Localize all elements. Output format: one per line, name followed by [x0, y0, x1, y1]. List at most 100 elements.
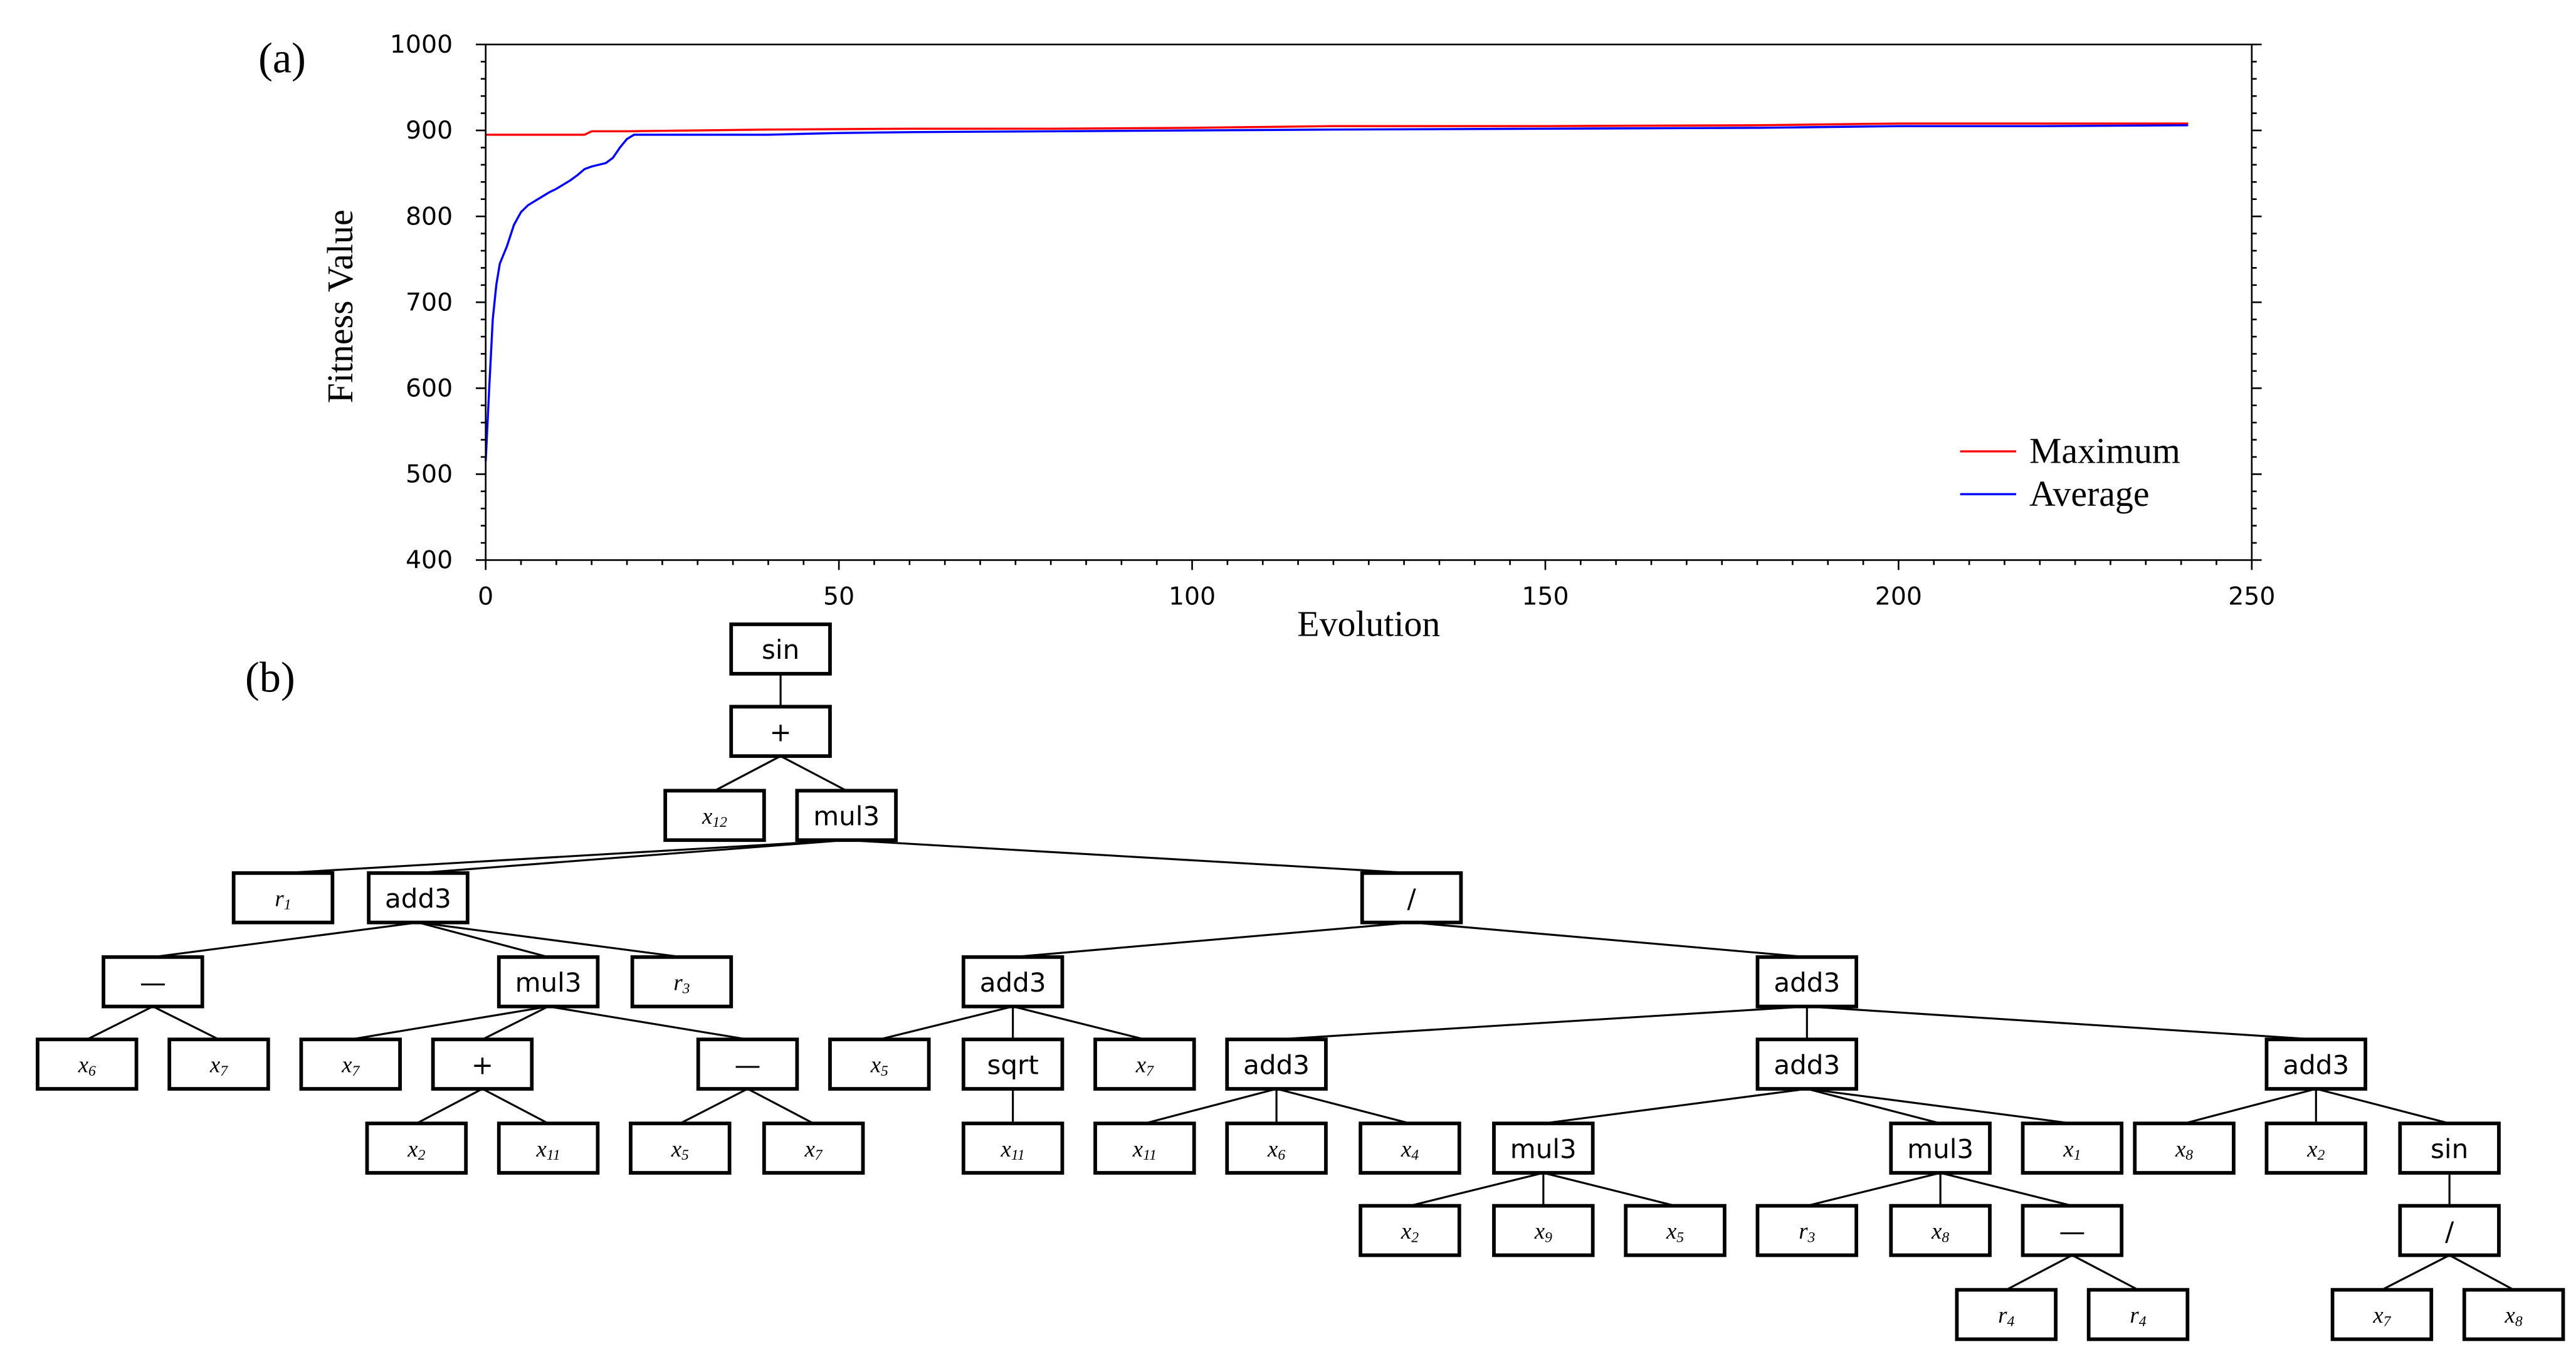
tree-node: mul3 — [1889, 1121, 1992, 1175]
node-subscript: 1 — [2074, 1147, 2081, 1163]
node-label: x11 — [1132, 1136, 1157, 1163]
tree-edge — [780, 755, 847, 792]
node-box — [795, 789, 898, 842]
x-tick-label: 0 — [478, 582, 493, 611]
node-box — [1755, 1204, 1859, 1257]
node-subscript: 2 — [1411, 1229, 1419, 1246]
node-label: x4 — [1401, 1136, 1419, 1163]
node-subscript: 8 — [2185, 1147, 2193, 1163]
node-label: sin — [762, 634, 799, 665]
node-box — [1492, 1204, 1595, 1257]
tree-edge — [846, 839, 1412, 874]
x-tick-label: 250 — [2228, 582, 2275, 611]
tree-node: x5 — [629, 1121, 732, 1175]
tree-edge — [87, 1005, 154, 1041]
tree-node: r3 — [1755, 1204, 1859, 1257]
tree-edge — [418, 839, 847, 874]
node-label: — — [140, 967, 166, 998]
tree-edge — [747, 1088, 814, 1125]
tree-node: x11 — [961, 1121, 1065, 1175]
tree-node: r1 — [231, 871, 335, 925]
node-subscript: 3 — [682, 981, 690, 997]
node-box — [828, 1037, 931, 1091]
panel-label-a: (a) — [258, 34, 306, 82]
node-box — [2021, 1204, 2124, 1257]
tree-edge — [481, 1005, 549, 1041]
node-label: x2 — [2306, 1136, 2325, 1163]
node-subscript: 1 — [284, 897, 292, 913]
node-box — [2021, 1121, 2124, 1175]
node-label: + — [770, 717, 792, 748]
tree-edge — [152, 1005, 219, 1041]
node-subscript: 5 — [1676, 1229, 1684, 1246]
node-subscript: 11 — [1011, 1147, 1025, 1163]
node-box — [1492, 1121, 1595, 1175]
node-label: x1 — [2063, 1136, 2081, 1163]
node-box — [1359, 1204, 1461, 1257]
node-box — [2264, 1037, 2368, 1091]
node-subscript: 4 — [1411, 1147, 1419, 1163]
tree-edge — [1807, 1088, 2073, 1125]
node-label: x6 — [1267, 1136, 1285, 1163]
node-label: add3 — [2283, 1049, 2349, 1080]
tree-node: add3 — [2264, 1037, 2368, 1091]
node-box — [1093, 1121, 1196, 1175]
tree-node: x2 — [365, 1121, 468, 1175]
tree-edge — [1012, 921, 1412, 958]
tree-node: mul3 — [795, 789, 898, 842]
node-label: — — [735, 1049, 761, 1080]
node-box — [1225, 1121, 1328, 1175]
y-tick-label: 600 — [406, 374, 453, 402]
node-label: x2 — [407, 1136, 425, 1163]
node-subscript: 9 — [1545, 1229, 1552, 1246]
tree-edge — [283, 839, 847, 874]
node-label: r3 — [1799, 1218, 1815, 1246]
node-box — [2398, 1121, 2501, 1175]
tree-edge — [2381, 1254, 2450, 1291]
node-box — [696, 1037, 799, 1091]
node-label: add3 — [1774, 967, 1840, 998]
x-tick-label: 200 — [1875, 582, 1922, 611]
tree-node: x7 — [299, 1037, 402, 1091]
node-label: x7 — [804, 1136, 823, 1163]
node-label: mul3 — [1510, 1133, 1577, 1164]
node-box — [1225, 1037, 1328, 1091]
tree-node: x7 — [167, 1037, 270, 1091]
tree-edge — [1806, 1172, 1941, 1207]
node-label: sqrt — [987, 1049, 1038, 1080]
node-label: x5 — [870, 1052, 888, 1079]
node-subscript: 6 — [1278, 1147, 1285, 1163]
tree-node: x11 — [1093, 1121, 1196, 1175]
node-box — [2133, 1121, 2236, 1175]
node-label: x7 — [2372, 1302, 2391, 1330]
tree-edge — [481, 1088, 549, 1125]
node-label: x8 — [1931, 1218, 1949, 1246]
tree-edge — [418, 921, 682, 958]
node-subscript: 4 — [2007, 1313, 2015, 1330]
node-box — [1624, 1204, 1727, 1257]
node-label: x9 — [1534, 1218, 1552, 1246]
node-box — [1755, 1037, 1859, 1091]
tree-node: sqrt — [961, 1037, 1065, 1091]
node-subscript: 7 — [815, 1147, 823, 1163]
node-label: add3 — [980, 967, 1046, 998]
node-subscript: 2 — [418, 1147, 426, 1163]
tree-node: x6 — [36, 1037, 139, 1091]
node-box — [762, 1121, 865, 1175]
node-box — [961, 1121, 1065, 1175]
node-subscript: 12 — [712, 814, 727, 831]
tree-node: x11 — [497, 1121, 600, 1175]
tree-node: — — [696, 1037, 799, 1091]
y-tick-label: 400 — [406, 546, 453, 575]
node-label: x8 — [2505, 1302, 2523, 1330]
plot-frame — [485, 43, 2253, 561]
node-label: + — [471, 1049, 493, 1080]
node-label: / — [2445, 1216, 2454, 1247]
node-label: r4 — [1998, 1302, 2014, 1330]
tree-node: x2 — [1359, 1204, 1461, 1257]
tree-node: x7 — [1093, 1037, 1196, 1091]
tree-node: r4 — [1955, 1288, 2058, 1341]
node-label: x7 — [209, 1052, 228, 1079]
node-label: add3 — [1774, 1049, 1840, 1080]
